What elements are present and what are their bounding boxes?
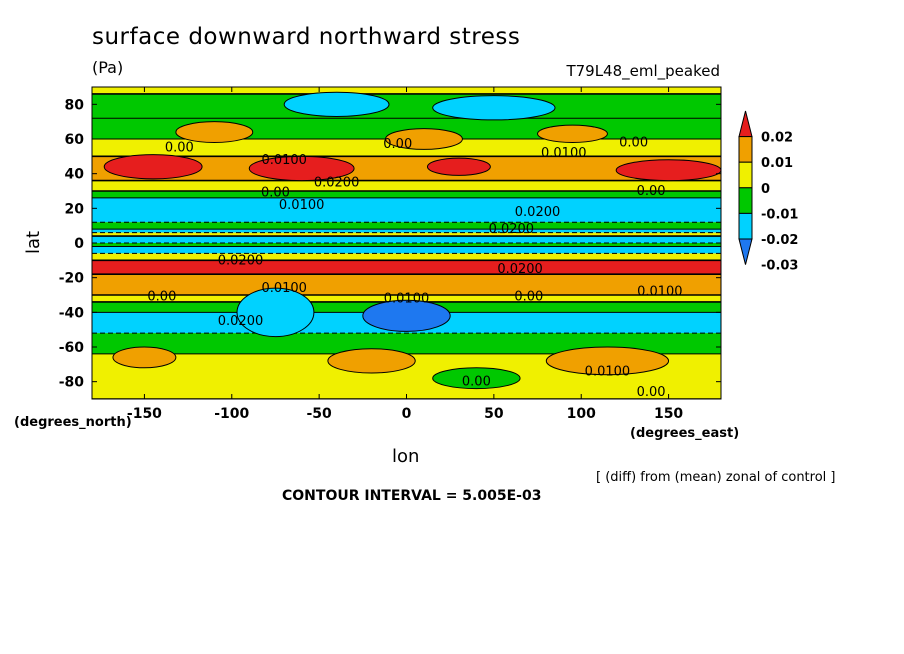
- contour-band: [92, 243, 721, 247]
- contour-region: [615, 159, 721, 182]
- x-tick-label: -100: [214, 406, 249, 422]
- plot-area: 0.000.01000.000.01000.000.000.02000.0100…: [92, 87, 721, 400]
- y-axis-units: (degrees_north): [14, 415, 132, 430]
- x-axis-label: lon: [392, 446, 420, 467]
- y-tick-label: -20: [59, 271, 85, 287]
- contour-band: [92, 333, 721, 354]
- x-tick-label: 0: [402, 406, 412, 422]
- contour-label: 0.0200: [489, 222, 535, 237]
- contour-region: [248, 155, 355, 182]
- contour-label: 0.0200: [314, 175, 360, 190]
- contour-band: [92, 180, 721, 191]
- colorbar-label: -0.01: [761, 207, 798, 222]
- contour-label: 0.00: [165, 141, 194, 156]
- x-tick-label: -50: [306, 406, 332, 422]
- contour-band: [92, 253, 721, 261]
- colorbar-segment: [738, 161, 753, 189]
- contour-band: [92, 232, 721, 237]
- contour-label: 0.0200: [515, 205, 561, 220]
- x-axis-units: (degrees_east): [630, 426, 740, 441]
- y-tick-label: 60: [65, 132, 85, 148]
- contour-band: [92, 93, 721, 119]
- contour-region: [432, 367, 521, 390]
- y-tick-label: -60: [59, 340, 85, 356]
- colorbar: 0.02 0.01 0 -0.01 -0.02 -0.03: [738, 110, 798, 274]
- contour-label: 0.0100: [279, 198, 325, 213]
- contour-label: 0.0100: [637, 285, 683, 300]
- colorbar-segment: [738, 238, 753, 265]
- y-tick-label: 20: [65, 201, 85, 217]
- contour-region: [426, 157, 491, 176]
- contour-region: [545, 346, 670, 376]
- contour-region: [236, 287, 315, 338]
- contour-region: [112, 346, 177, 369]
- chart-title: surface downward northward stress: [92, 24, 521, 50]
- contour-region: [385, 128, 463, 150]
- x-tick-label: 100: [567, 406, 596, 422]
- contour-interval: CONTOUR INTERVAL = 5.005E-03: [282, 488, 542, 504]
- contour-label: 0.00: [514, 290, 543, 305]
- contour-label: 0.0100: [541, 146, 587, 161]
- contour-label: 0.00: [462, 375, 491, 390]
- axes: -150 -100 -50 0 50 100 150 -80 -60 -40 -20 0 20 40 60 8…: [59, 87, 721, 422]
- colorbar-label: -0.03: [761, 259, 798, 274]
- run-label: T79L48_eml_peaked: [566, 62, 720, 80]
- colorbar-segment: [738, 187, 753, 214]
- contour-label: 0.0100: [585, 364, 631, 379]
- diff-note: [ (diff) from (mean) zonal of control ]: [596, 470, 836, 485]
- contour-band: [92, 246, 721, 254]
- contour-region: [362, 299, 451, 332]
- y-tick-label: 80: [65, 97, 85, 113]
- y-tick-label: 0: [74, 236, 84, 252]
- colorbar-segment: [738, 136, 753, 163]
- contour-label: 0.00: [147, 290, 176, 305]
- x-tick-label: 50: [484, 406, 504, 422]
- units-label: (Pa): [92, 58, 124, 77]
- contour-label: 0.00: [619, 135, 648, 150]
- colorbar-segment: [738, 212, 753, 240]
- contour-band: [92, 222, 721, 230]
- contour-region: [432, 95, 556, 121]
- contour-region: [537, 124, 608, 143]
- contour-region: [175, 121, 254, 143]
- contour-label: 0.0100: [261, 281, 307, 296]
- contour-label: 0.0200: [497, 262, 543, 277]
- x-tick-label: -150: [127, 406, 162, 422]
- contour-region: [327, 348, 416, 374]
- colorbar-label: 0: [761, 182, 770, 197]
- contour-label: 0.00: [637, 385, 666, 400]
- y-tick-label: -80: [59, 375, 85, 391]
- colorbar-label: 0.01: [761, 156, 793, 171]
- x-tick-label: 150: [654, 406, 683, 422]
- contour-label: 0.0200: [218, 253, 264, 268]
- contour-band: [92, 197, 721, 223]
- colorbar-segment: [738, 110, 753, 138]
- contour-band: [92, 229, 721, 233]
- contour-band: [92, 236, 721, 243]
- contour-band: [92, 274, 721, 295]
- y-tick-label: 40: [65, 167, 85, 183]
- contour-band: [92, 260, 721, 275]
- colorbar-label: 0.02: [761, 131, 793, 146]
- contour-label: 0.0100: [261, 153, 307, 168]
- contour-label: 0.0100: [384, 291, 430, 306]
- contour-label: 0.0200: [218, 314, 264, 329]
- contour-region: [103, 154, 203, 180]
- y-tick-label: -40: [59, 305, 85, 321]
- contour-label: 0.00: [637, 184, 666, 199]
- contour-band: [92, 191, 721, 198]
- contour-label: 0.00: [261, 186, 290, 201]
- contour-band: [92, 295, 721, 302]
- colorbar-label: -0.02: [761, 233, 798, 248]
- contour-label: 0.00: [383, 137, 412, 152]
- contour-region: [283, 91, 390, 117]
